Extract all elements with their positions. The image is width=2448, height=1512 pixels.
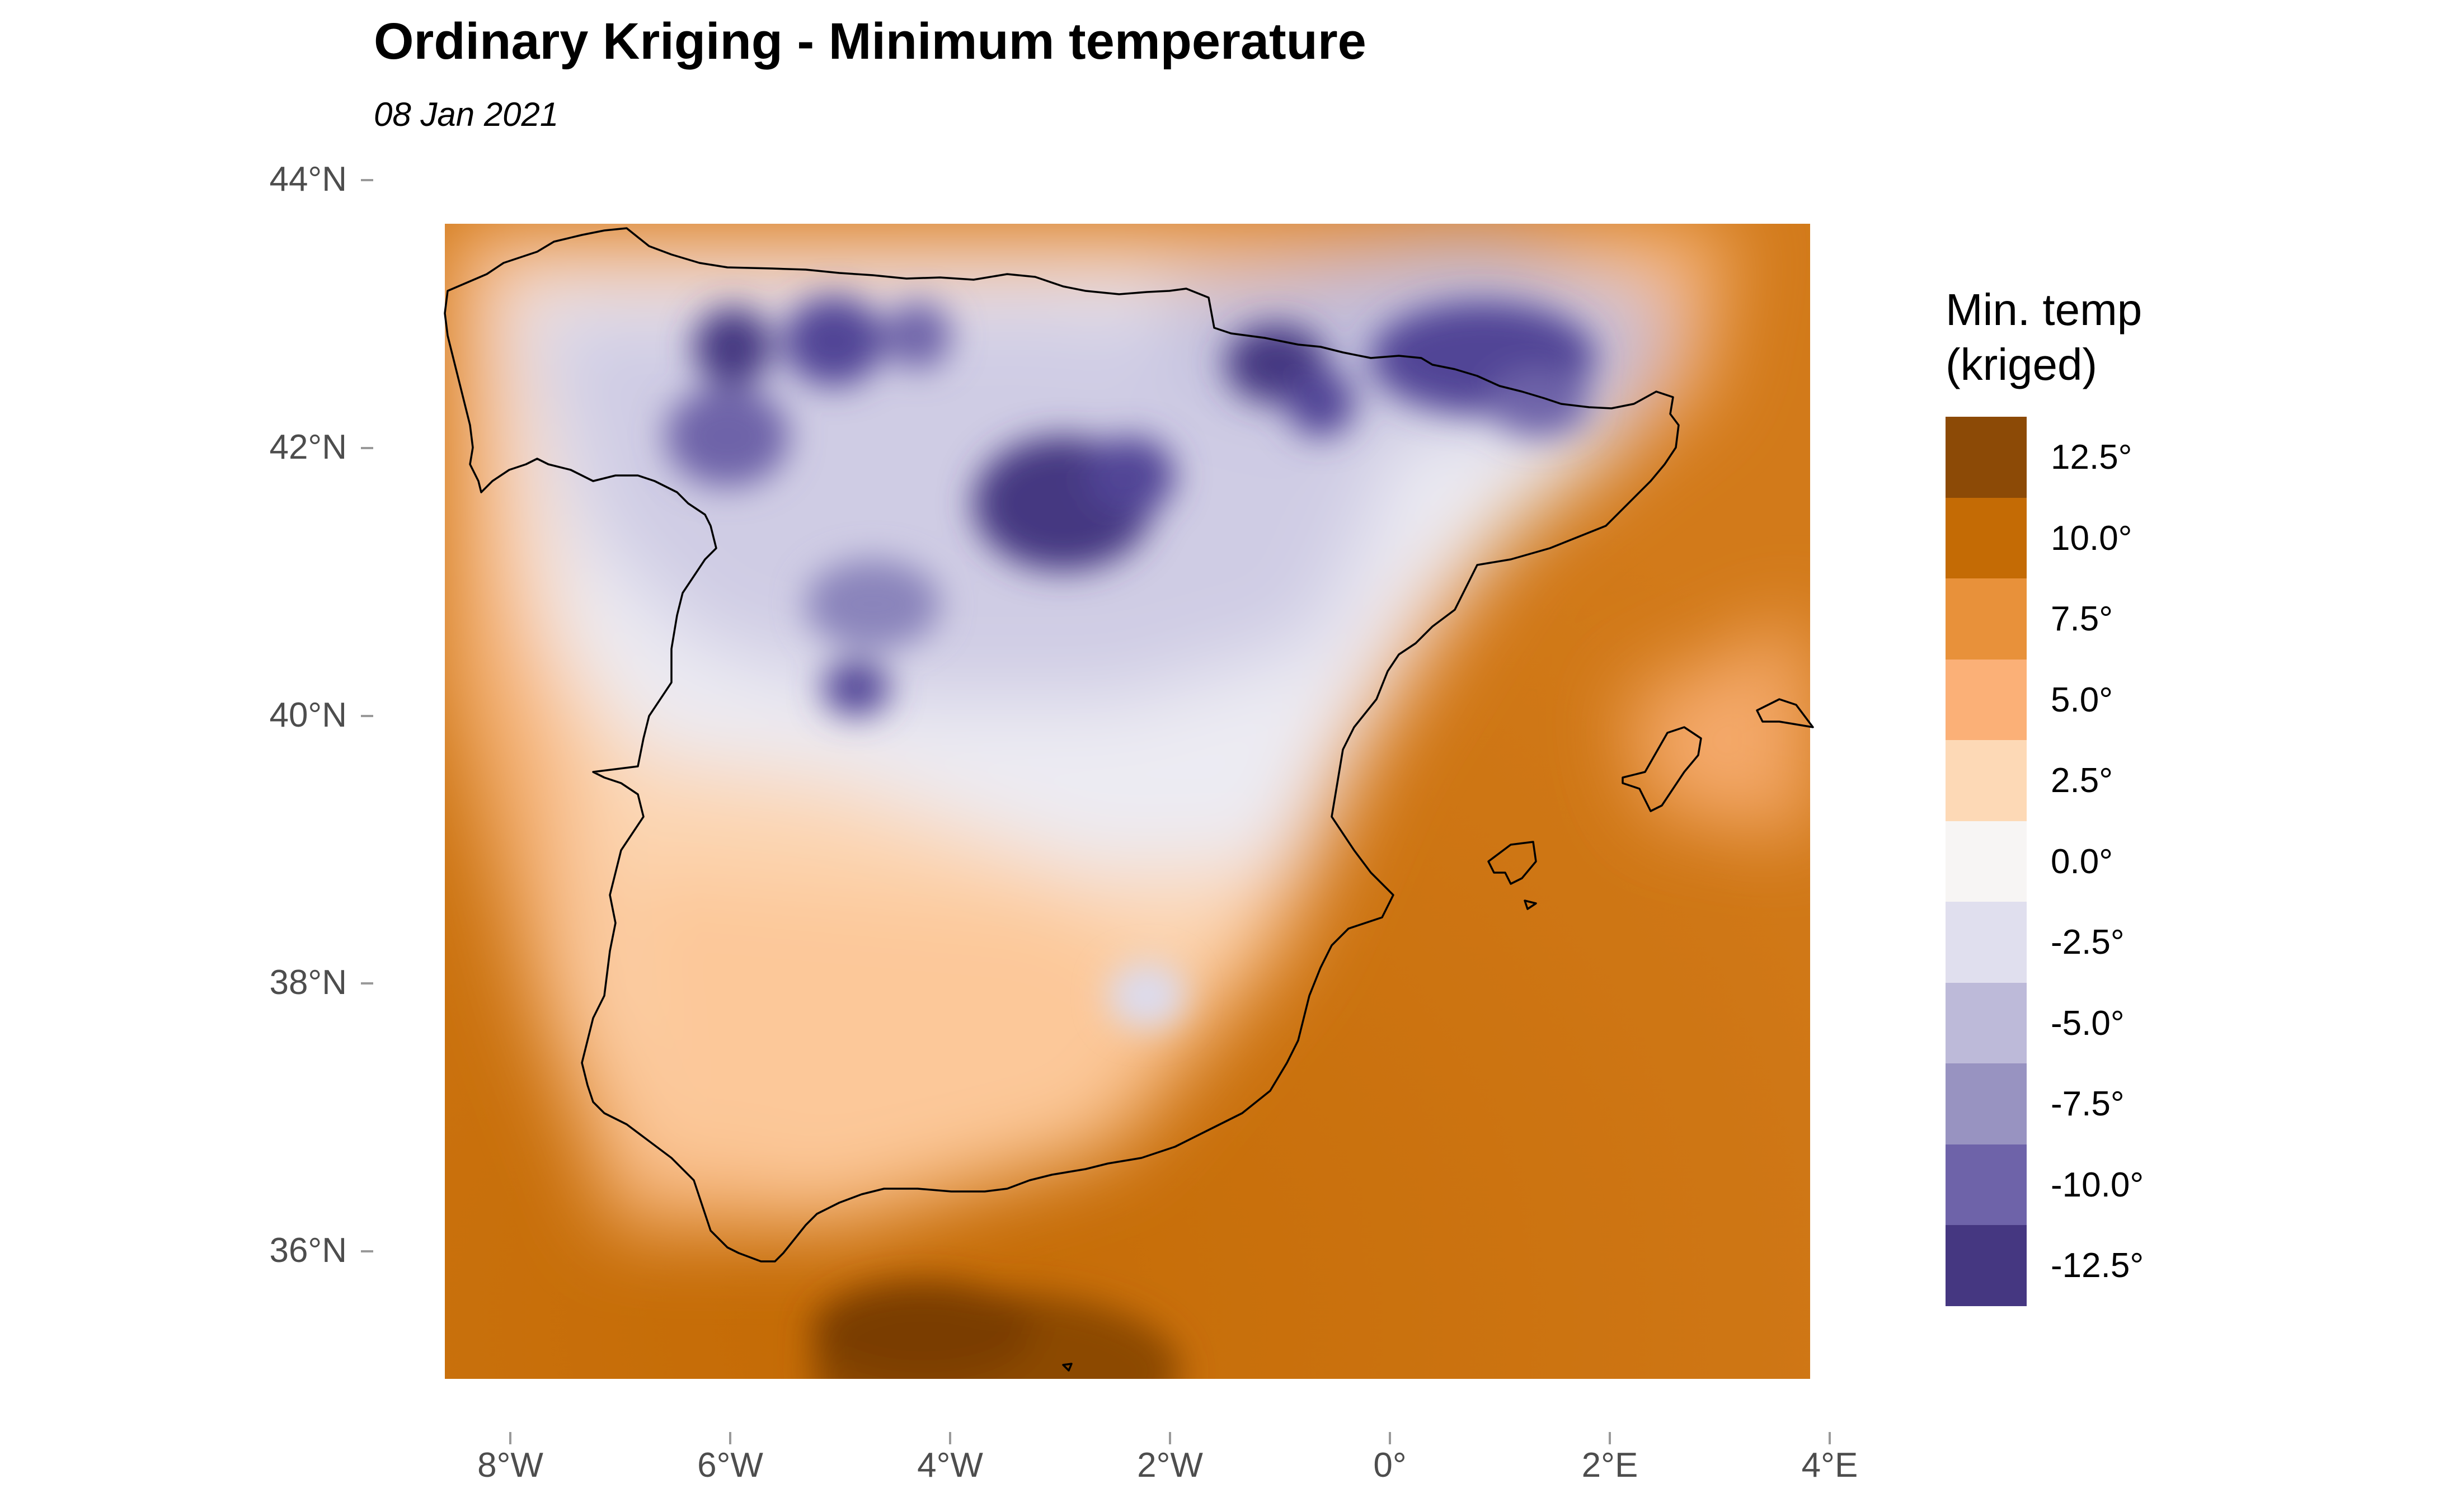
legend-swatch	[1946, 1144, 2027, 1225]
coastline	[444, 227, 1814, 1372]
x-tick	[729, 1432, 731, 1444]
legend-swatch	[1946, 821, 2027, 902]
y-tick	[361, 715, 373, 717]
y-tick-label: 44°N	[269, 160, 347, 199]
y-tick-label: 40°N	[269, 696, 347, 734]
legend-label: 7.5°	[2051, 600, 2113, 638]
legend-swatch	[1946, 417, 2027, 498]
legend-swatch	[1946, 902, 2027, 983]
y-tick-label: 38°N	[269, 963, 347, 1002]
y-tick	[361, 1250, 373, 1252]
y-tick	[361, 179, 373, 181]
y-tick	[361, 982, 373, 985]
chart-subtitle: 08 Jan 2021	[374, 96, 559, 133]
legend-label: 5.0°	[2051, 681, 2113, 719]
legend-label: -12.5°	[2051, 1246, 2144, 1285]
legend-swatch	[1946, 982, 2027, 1063]
legend-colorbar	[1946, 417, 2027, 1306]
legend-swatch	[1946, 1063, 2027, 1144]
legend-label: -7.5°	[2051, 1085, 2125, 1123]
x-tick	[1169, 1432, 1171, 1444]
x-tick	[949, 1432, 951, 1444]
x-tick-label: 0°	[1373, 1446, 1407, 1485]
x-tick-label: 6°W	[697, 1446, 763, 1485]
legend-swatch	[1946, 659, 2027, 740]
legend-label: 10.0°	[2051, 519, 2132, 558]
x-tick-label: 2°W	[1137, 1446, 1203, 1485]
y-tick	[361, 447, 373, 449]
x-tick	[1389, 1432, 1391, 1444]
legend-label: 0.0°	[2051, 842, 2113, 881]
y-tick-label: 42°N	[269, 428, 347, 467]
legend-swatch	[1946, 578, 2027, 660]
legend-label: -10.0°	[2051, 1166, 2144, 1204]
x-tick	[1829, 1432, 1831, 1444]
x-tick-label: 4°E	[1801, 1446, 1858, 1485]
legend-swatch	[1946, 1225, 2027, 1306]
x-tick-label: 4°W	[917, 1446, 983, 1485]
y-tick-label: 36°N	[269, 1231, 347, 1270]
x-tick	[509, 1432, 511, 1444]
legend-swatch	[1946, 740, 2027, 821]
legend-title: Min. temp (kriged)	[1946, 285, 2142, 389]
heatmap-field	[445, 224, 1810, 1379]
chart-title: Ordinary Kriging - Minimum temperature	[374, 13, 1366, 70]
legend-label: -5.0°	[2051, 1004, 2125, 1043]
x-tick	[1609, 1432, 1611, 1444]
x-tick-label: 2°E	[1581, 1446, 1638, 1485]
legend-label: -2.5°	[2051, 923, 2125, 962]
legend-swatch	[1946, 497, 2027, 578]
legend-label: 2.5°	[2051, 761, 2113, 800]
x-tick-label: 8°W	[477, 1446, 543, 1485]
legend-label: 12.5°	[2051, 438, 2132, 477]
